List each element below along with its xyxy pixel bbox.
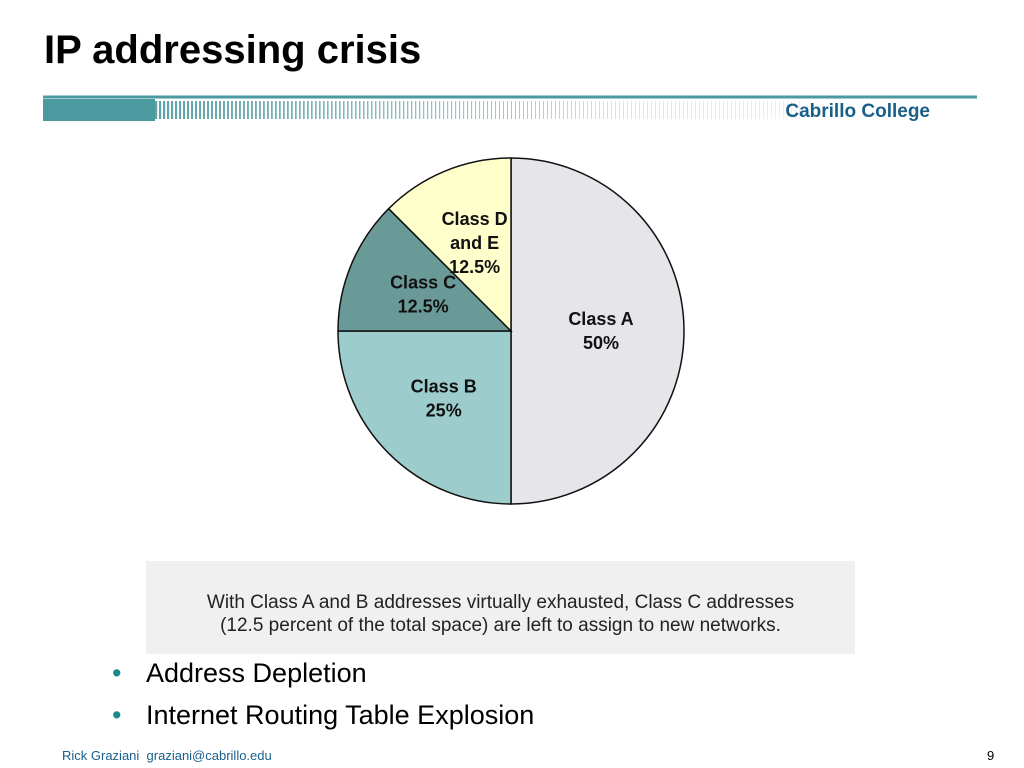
bullet-text: Internet Routing Table Explosion: [146, 700, 535, 730]
footer-author: Rick Graziani graziani@cabrillo.edu: [62, 748, 272, 763]
bullet-text: Address Depletion: [146, 658, 367, 688]
page-number: 9: [987, 748, 995, 763]
pie-slice-label: Class A 50%: [568, 309, 633, 353]
footer-author-name: Rick Graziani: [62, 748, 140, 763]
bullet-dot-icon: •: [112, 700, 122, 730]
bullet-item: • Internet Routing Table Explosion: [112, 694, 534, 736]
footer-email: graziani@cabrillo.edu: [146, 748, 272, 763]
bullet-item: • Address Depletion: [112, 652, 534, 694]
pie-slice-label: Class C 12.5%: [390, 273, 456, 317]
pie-slice: [510, 157, 685, 505]
pie-slice: [337, 207, 513, 332]
bullet-dot-icon: •: [112, 658, 122, 688]
pie-slice-label: Class B 25%: [411, 376, 477, 420]
caption-line-2: (12.5 percent of the total space) are le…: [220, 615, 781, 636]
pie-slice: [387, 157, 512, 333]
slide-title: IP addressing crisis: [44, 28, 422, 72]
brand-name: Cabrillo College: [785, 101, 930, 122]
caption: With Class A and B addresses virtually e…: [146, 591, 855, 637]
pie-slice: [337, 330, 512, 505]
header-band: [43, 95, 977, 121]
caption-box: With Class A and B addresses virtually e…: [146, 561, 855, 654]
bullet-list: • Address Depletion • Internet Routing Tab…: [112, 652, 534, 736]
caption-line-1: With Class A and B addresses virtually e…: [206, 592, 795, 613]
